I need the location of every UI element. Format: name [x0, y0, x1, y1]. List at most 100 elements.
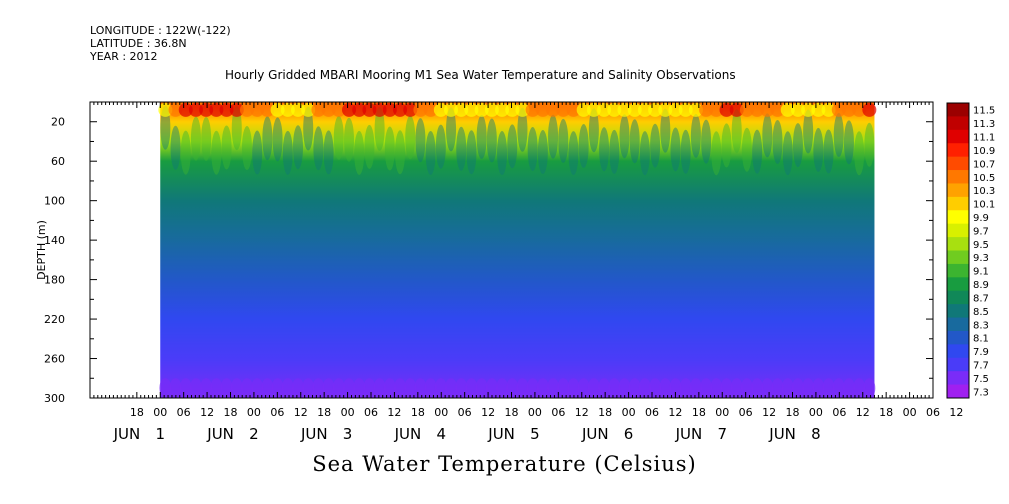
colorbar-label: 9.3 — [973, 253, 989, 264]
heatmap-surface-cell — [393, 102, 408, 117]
heatmap-streak — [425, 130, 436, 175]
heatmap-bottom-cell — [720, 378, 733, 399]
heatmap-streak — [680, 129, 691, 174]
colorbar-label: 10.9 — [973, 146, 995, 157]
colorbar-swatch — [947, 384, 969, 399]
y-tick-label: 220 — [44, 313, 65, 326]
heatmap-streak — [701, 119, 712, 164]
heatmap-surface-cell — [331, 102, 346, 117]
heatmap-bottom-cell — [496, 378, 509, 399]
chart-title: Hourly Gridded MBARI Mooring M1 Sea Wate… — [225, 68, 736, 82]
x-hour-label: 18 — [786, 406, 800, 419]
colorbar-label: 7.7 — [973, 360, 989, 371]
heatmap-bottom-cell — [730, 378, 743, 399]
x-hour-label: 18 — [598, 406, 612, 419]
colorbar-label: 11.3 — [973, 119, 995, 130]
heatmap-surface-cell — [709, 102, 724, 117]
heatmap-bottom-cell — [832, 378, 845, 399]
x-hour-label: 18 — [317, 406, 331, 419]
heatmap-bottom-cell — [291, 378, 304, 399]
heatmap-streak — [670, 127, 681, 172]
heatmap-bottom-cell — [761, 378, 774, 399]
heatmap-bottom-cell — [189, 378, 202, 399]
heatmap-surface-cell — [831, 102, 846, 117]
heatmap-bottom-cell — [485, 378, 498, 399]
heatmap-streak — [864, 122, 875, 167]
x-hour-label: 00 — [341, 406, 355, 419]
heatmap-streak — [762, 113, 773, 158]
colorbar-swatch — [947, 277, 969, 292]
heatmap-bottom-cell — [445, 378, 458, 399]
x-hour-label: 12 — [387, 406, 401, 419]
heatmap-surface-cell — [474, 102, 489, 117]
heatmap-surface-cell — [862, 102, 877, 117]
heatmap-surface-cell — [423, 102, 438, 117]
heatmap-bottom-cell — [159, 378, 172, 399]
heatmap-streak — [507, 124, 518, 169]
heatmap-bottom-cell — [516, 378, 529, 399]
heatmap-streak — [221, 125, 232, 170]
year-label: YEAR : 2012 — [90, 50, 158, 63]
heatmap-bottom-cell — [424, 378, 437, 399]
heatmap-bottom-cell — [220, 378, 233, 399]
heatmap-surface-cell — [515, 102, 530, 117]
longitude-label: LONGITUDE : 122W(-122) — [90, 24, 231, 37]
heatmap-surface-cell — [372, 102, 387, 117]
colorbar-label: 10.5 — [973, 173, 995, 184]
heatmap-streak — [588, 108, 599, 153]
colorbar-swatch — [947, 330, 969, 345]
heatmap-surface-cell — [750, 102, 765, 117]
heatmap-streak — [558, 118, 569, 163]
heatmap-bottom-cell — [363, 378, 376, 399]
heatmap-surface-cell — [801, 102, 816, 117]
colorbar-label: 9.7 — [973, 226, 989, 237]
heatmap-streak — [731, 109, 742, 154]
colorbar-label: 9.9 — [973, 213, 989, 224]
heatmap-bottom-cell — [353, 378, 366, 399]
x-hour-label: 00 — [809, 406, 823, 419]
x-hour-label: 00 — [528, 406, 542, 419]
heatmap-bottom-cell — [434, 378, 447, 399]
heatmap-streak — [282, 130, 293, 175]
heatmap-streak — [466, 130, 477, 175]
heatmap-bottom-cell — [343, 378, 356, 399]
colorbar-swatch — [947, 223, 969, 238]
heatmap-streak — [415, 118, 426, 163]
colorbar-swatch — [947, 290, 969, 305]
heatmap-streak — [568, 131, 579, 176]
y-tick-label: 180 — [44, 274, 65, 287]
heatmap-streak — [170, 125, 181, 170]
heatmap-surface-cell — [280, 102, 295, 117]
colorbar-label: 10.7 — [973, 159, 995, 170]
heatmap-bottom-cell — [618, 378, 631, 399]
heatmap-streak — [262, 116, 273, 161]
heatmap-streak — [782, 131, 793, 176]
heatmap-surface-cell — [556, 102, 571, 117]
heatmap-streak — [497, 131, 508, 176]
heatmap-bottom-cell — [598, 378, 611, 399]
heatmap-surface-cell — [586, 102, 601, 117]
heatmap-surface-cell — [668, 102, 683, 117]
colorbar-swatch — [947, 317, 969, 332]
heatmap-surface-cell — [576, 102, 591, 117]
heatmap-streak — [344, 117, 355, 162]
heatmap-bottom-cell — [710, 378, 723, 399]
heatmap-bottom-cell — [863, 378, 876, 399]
x-month-label: JUN — [300, 425, 328, 443]
heatmap-streak — [160, 105, 171, 150]
heatmap-bottom-cell — [240, 378, 253, 399]
heatmap-bottom-cell — [506, 378, 519, 399]
heatmap-surface-cell — [403, 102, 418, 117]
heatmap-bottom-cell — [853, 378, 866, 399]
x-hour-label: 18 — [224, 406, 238, 419]
colorbar-label: 7.3 — [973, 387, 989, 398]
x-month-label: JUN — [487, 425, 515, 443]
heatmap-bottom-cell — [210, 378, 223, 399]
x-hour-label: 12 — [575, 406, 589, 419]
heatmap-surface-cell — [382, 102, 397, 117]
latitude-label: LATITUDE : 36.8N — [90, 37, 187, 50]
heatmap-bottom-cell — [200, 378, 213, 399]
heatmap-streak — [517, 107, 528, 152]
colorbar-label: 10.1 — [973, 200, 995, 211]
